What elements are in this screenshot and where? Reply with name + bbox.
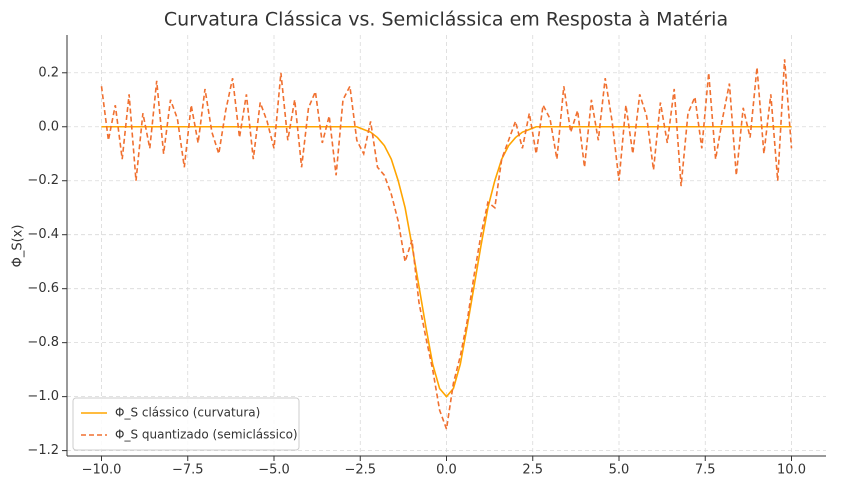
- legend-box: [72, 397, 300, 451]
- y-tick-label: 0.0: [38, 119, 59, 134]
- x-tick-label: 7.5: [695, 463, 716, 478]
- x-tick-label: 0.0: [436, 463, 457, 478]
- y-tick-label: −0.2: [27, 173, 59, 188]
- x-tick-label: −5.0: [258, 463, 290, 478]
- y-tick-label: −0.8: [27, 335, 59, 350]
- x-tick-label: −10.0: [82, 463, 122, 478]
- x-axis-label: x: [442, 479, 450, 482]
- legend-label: Φ_S clássico (curvatura): [115, 406, 260, 420]
- y-tick-label: 0.2: [38, 65, 59, 80]
- chart-title: Curvatura Clássica vs. Semiclássica em R…: [164, 9, 728, 31]
- y-tick-label: −0.4: [27, 227, 59, 242]
- x-tick-label: 5.0: [609, 463, 630, 478]
- x-tick-label: 10.0: [777, 463, 806, 478]
- legend-label: Φ_S quantizado (semiclássico): [115, 428, 298, 442]
- x-tick-label: 2.5: [522, 463, 543, 478]
- series-line: [100, 59, 793, 430]
- x-tick-label: −7.5: [172, 463, 204, 478]
- y-axis-label: Φ_S(x): [11, 225, 26, 268]
- y-tick-label: −1.2: [27, 443, 59, 458]
- x-tick-label: −2.5: [344, 463, 376, 478]
- y-tick-label: −0.6: [27, 281, 59, 296]
- y-tick-label: −1.0: [27, 389, 59, 404]
